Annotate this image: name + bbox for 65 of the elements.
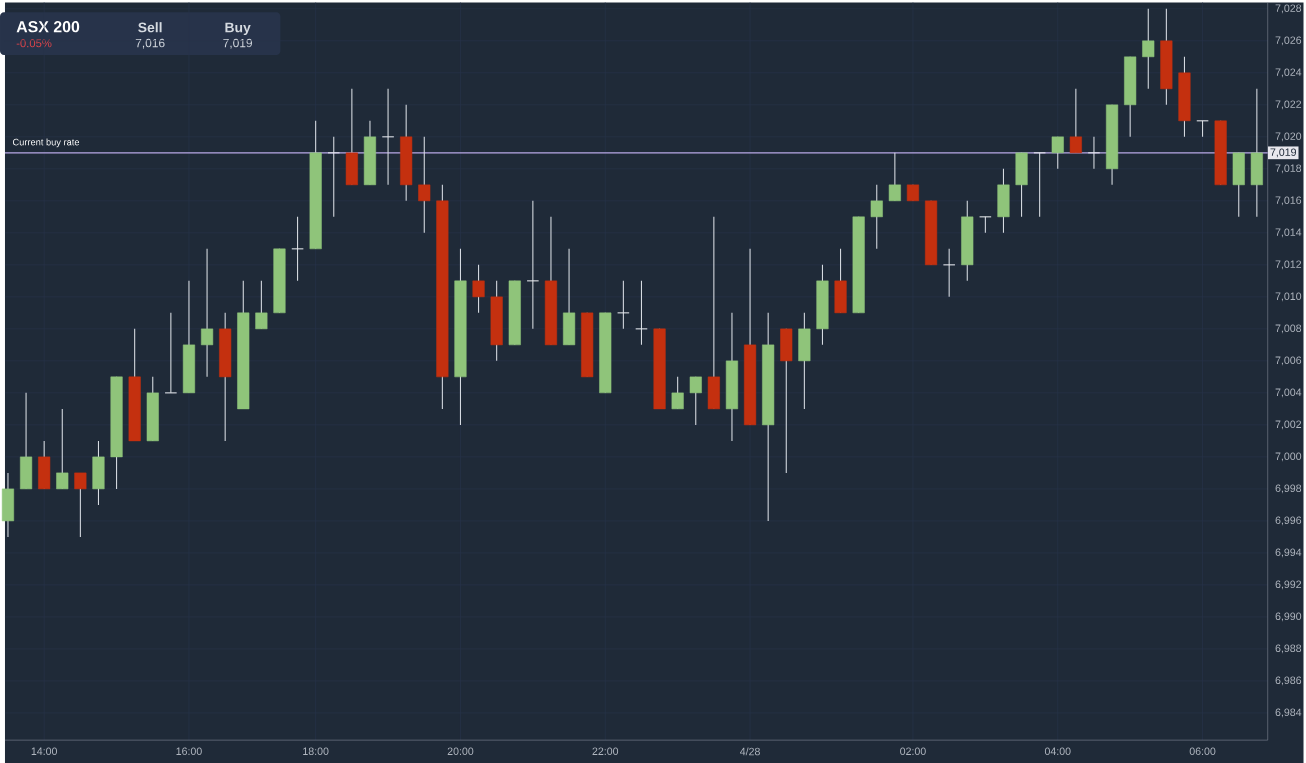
y-tick-label: 7,006 [1275,356,1302,366]
x-tick-label: 16:00 [176,747,202,755]
candlestick [671,376,684,410]
candlestick [1051,136,1064,170]
candlestick [255,280,268,330]
y-tick-label: 7,022 [1275,100,1302,110]
x-tick-label: 06:00 [1189,747,1216,755]
y-tick-label: 6,990 [1275,612,1302,622]
ref-line-label: Current buy rate [12,138,80,148]
y-tick-label: 6,998 [1275,484,1302,494]
candlestick [164,312,178,394]
y-tick-label: 7,014 [1275,228,1302,238]
y-tick-label: 6,996 [1275,516,1302,526]
x-tick-label: 18:00 [303,747,329,755]
y-tick-label: 7,018 [1275,164,1302,174]
x-tick-label: 14:00 [31,747,58,755]
candlestick [74,472,87,538]
candlestick [1142,8,1155,90]
candlestick [979,216,992,234]
candlestick [1069,88,1082,154]
y-tick-label: 6,992 [1275,580,1302,590]
y-tick-label: 7,002 [1275,420,1302,430]
y-tick-label: 7,024 [1275,68,1302,78]
y-tick-label: 7,016 [1275,196,1302,206]
y-tick-label: 6,984 [1275,708,1302,718]
y-tick-label: 6,988 [1275,644,1302,654]
annotation: 7,019 [223,38,252,49]
candlestick [870,184,883,250]
annotation: 7,016 [135,38,165,49]
candlestick [526,200,540,330]
y-tick-label: 7,004 [1275,388,1302,398]
text: -0.05% [16,39,52,48]
candlestick [381,88,395,186]
candlestick [689,376,702,426]
y-tick-label: 7,010 [1275,292,1302,302]
x-tick-label: 4/28 [739,747,760,756]
candlestick [291,216,304,282]
y-tick-label: 6,994 [1275,548,1302,558]
x-tick-label: 22:00 [592,747,619,755]
y-tick-label: 7,026 [1275,36,1302,46]
candlestick [888,152,901,202]
annotation: Sell [138,22,162,33]
candlestick [1196,120,1209,138]
candlestick [327,136,341,218]
candlestick [1087,136,1101,170]
candlestick [472,264,485,314]
candlestick [56,408,69,490]
y-tick-label: 7,008 [1275,324,1302,334]
annotation: Buy [225,22,251,36]
x-tick-label: 02:00 [900,747,926,755]
y-tick-label: 7,020 [1275,132,1302,142]
y-tick-label: 6,986 [1275,676,1302,686]
candlestick [942,248,956,298]
text: ASX 200 [16,21,80,33]
y-tick-label: 7,028 [1275,4,1302,14]
y-tick-label: 7,000 [1275,452,1302,462]
candlestick [1033,152,1046,218]
candlestick [635,280,648,346]
candlestick [617,280,630,330]
y-tick-label: 7,012 [1275,260,1302,270]
candlestick [201,248,214,378]
candlestick [418,136,431,234]
annotation: 7,019 [1270,148,1296,158]
x-tick-label: 04:00 [1044,747,1071,755]
x-tick-label: 20:00 [447,747,474,755]
